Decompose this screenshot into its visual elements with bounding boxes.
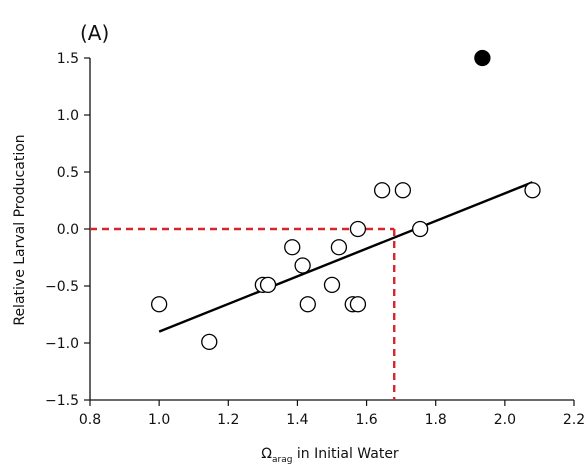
x-axis-title-subscript: arag <box>272 455 292 465</box>
open-data-point <box>373 182 391 199</box>
x-tick-label: 1.8 <box>425 412 447 428</box>
open-data-point <box>201 333 218 351</box>
x-axis-title-text: in Initial Water <box>292 446 398 462</box>
open-data-point <box>150 296 168 313</box>
y-tick-label: 1.0 <box>57 108 79 124</box>
open-data-point <box>349 220 367 238</box>
regression-line-group <box>158 181 533 333</box>
y-tick-label: 0.5 <box>57 165 79 181</box>
open-data-point <box>299 296 316 313</box>
x-axis-title: Ωarag in Initial Water <box>261 446 399 465</box>
x-tick-label: 2.2 <box>563 412 585 428</box>
y-tick-label: −0.5 <box>45 279 79 295</box>
x-tick-label: 1.6 <box>355 412 377 428</box>
open-data-point <box>412 220 429 238</box>
axes <box>84 57 575 406</box>
y-tick-label: −1.5 <box>45 393 79 409</box>
open-data-point <box>323 276 341 294</box>
x-tick-label: 1.0 <box>148 412 170 428</box>
x-tick-label: 1.4 <box>286 412 308 428</box>
x-tick-label: 0.8 <box>79 412 101 428</box>
panel-label: (A) <box>80 21 109 45</box>
x-tick-label: 1.2 <box>217 412 239 428</box>
open-data-point <box>349 296 367 313</box>
filled-data-point <box>474 49 491 67</box>
x-tick-label: 2.0 <box>494 412 516 428</box>
x-axis-title-symbol: Ω <box>261 446 272 462</box>
open-data-point <box>524 182 541 199</box>
reference-lines <box>90 227 396 400</box>
open-data-point <box>394 182 412 199</box>
tick-labels: 0.8 1.0 1.2 1.4 1.6 1.8 2.0 2.2 −1.5 −1.0 −0.5 0.0 0… <box>45 51 585 428</box>
y-tick-label: 0.0 <box>57 222 79 238</box>
regression-line <box>158 181 533 333</box>
y-tick-label: −1.0 <box>45 336 79 352</box>
open-data-point <box>259 276 277 294</box>
open-data-point <box>294 257 311 274</box>
open-data-point <box>284 239 301 256</box>
y-axis-title: Relative Larval Producation <box>12 134 28 325</box>
open-data-point <box>330 239 348 256</box>
y-tick-label: 1.5 <box>57 51 79 67</box>
data-points <box>150 49 541 351</box>
